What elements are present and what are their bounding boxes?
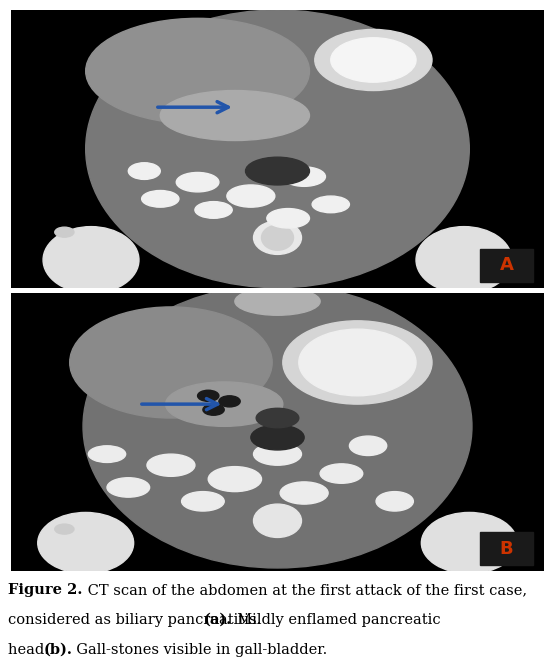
Ellipse shape — [280, 482, 328, 504]
Bar — [480, 532, 533, 565]
Ellipse shape — [70, 307, 272, 418]
Ellipse shape — [283, 321, 432, 404]
Ellipse shape — [320, 464, 363, 484]
Ellipse shape — [350, 436, 387, 456]
Ellipse shape — [299, 329, 416, 396]
Ellipse shape — [208, 467, 261, 492]
Ellipse shape — [254, 504, 301, 537]
Text: Figure 2.: Figure 2. — [8, 583, 83, 597]
Text: head.: head. — [8, 643, 54, 657]
Ellipse shape — [85, 10, 470, 288]
Ellipse shape — [421, 512, 517, 573]
Ellipse shape — [235, 288, 320, 315]
Ellipse shape — [267, 208, 310, 228]
Text: CT scan of the abdomen at the first attack of the first case,: CT scan of the abdomen at the first atta… — [83, 583, 527, 597]
Ellipse shape — [181, 492, 224, 511]
Text: (b).: (b). — [43, 643, 72, 657]
Text: B: B — [500, 539, 513, 557]
Ellipse shape — [254, 221, 301, 254]
Ellipse shape — [38, 512, 134, 573]
Ellipse shape — [256, 408, 299, 428]
Ellipse shape — [251, 425, 304, 450]
Ellipse shape — [107, 478, 150, 497]
Circle shape — [55, 524, 74, 534]
Circle shape — [203, 404, 224, 415]
Ellipse shape — [165, 382, 283, 426]
Ellipse shape — [176, 172, 219, 192]
Ellipse shape — [315, 29, 432, 91]
Ellipse shape — [128, 163, 160, 179]
Ellipse shape — [227, 185, 275, 207]
Text: Gall-stones visible in gall-bladder.: Gall-stones visible in gall-bladder. — [67, 643, 327, 657]
Ellipse shape — [160, 91, 310, 141]
Ellipse shape — [142, 190, 179, 207]
Text: Mildly enflamed pancreatic: Mildly enflamed pancreatic — [228, 613, 440, 627]
Ellipse shape — [83, 284, 472, 568]
Ellipse shape — [416, 226, 512, 293]
Ellipse shape — [43, 226, 139, 293]
Ellipse shape — [85, 19, 310, 124]
Circle shape — [198, 390, 219, 402]
Ellipse shape — [195, 202, 232, 218]
Ellipse shape — [147, 454, 195, 476]
Ellipse shape — [261, 225, 294, 250]
Ellipse shape — [245, 157, 310, 185]
Ellipse shape — [376, 492, 413, 511]
Ellipse shape — [88, 446, 125, 462]
Text: (a).: (a). — [204, 613, 232, 627]
Text: considered as biliary pancreatitis.: considered as biliary pancreatitis. — [8, 613, 266, 627]
Ellipse shape — [312, 196, 350, 212]
Ellipse shape — [331, 38, 416, 82]
Ellipse shape — [254, 443, 301, 466]
Text: A: A — [500, 256, 513, 274]
Bar — [480, 249, 533, 282]
Ellipse shape — [283, 167, 325, 186]
Circle shape — [219, 396, 240, 407]
Circle shape — [55, 227, 74, 237]
